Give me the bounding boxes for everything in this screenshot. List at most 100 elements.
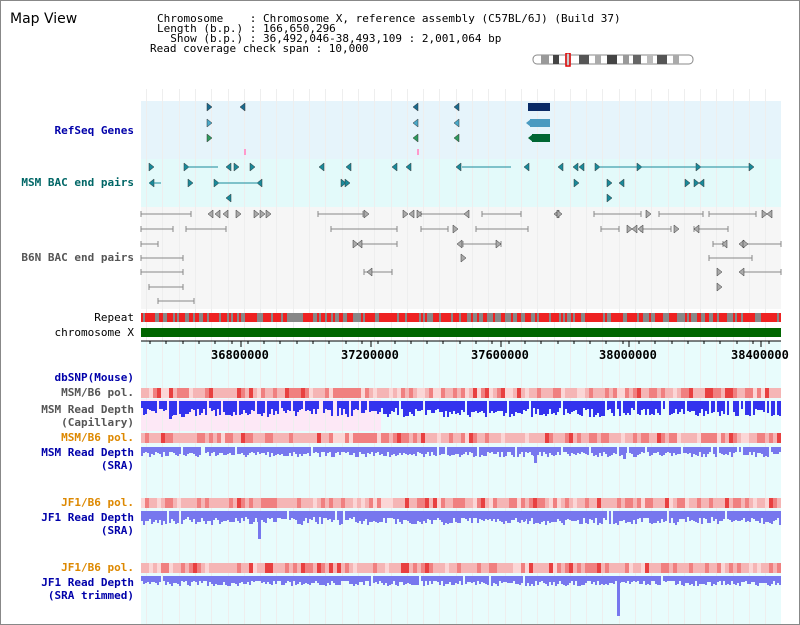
- pol-cell: [613, 388, 617, 398]
- repeat-element: [409, 313, 411, 322]
- repeat-element: [621, 313, 623, 322]
- depth-bar: [773, 401, 775, 415]
- pol-cell: [645, 498, 649, 508]
- pol-cell: [369, 498, 373, 508]
- depth-bar: [257, 576, 259, 581]
- pol-cell: [553, 563, 557, 573]
- track-label-jf1-depth-trimmed[interactable]: JF1 Read Depth: [41, 576, 134, 589]
- repeat-element: [699, 313, 701, 322]
- depth-bar: [639, 447, 641, 454]
- depth-bar: [447, 447, 449, 455]
- pol-cell: [341, 433, 345, 443]
- track-label-msm-depth-capillary[interactable]: MSM Read Depth: [41, 403, 134, 416]
- depth-bar: [525, 447, 527, 452]
- repeat-element: [189, 313, 191, 322]
- depth-bar: [271, 511, 273, 518]
- depth-bar: [763, 447, 765, 457]
- repeat-element: [545, 313, 547, 322]
- depth-bar: [559, 447, 561, 455]
- depth-bar: [223, 511, 225, 521]
- track-label-dbsnp[interactable]: dbSNP(Mouse): [54, 371, 134, 384]
- depth-bar: [643, 447, 645, 453]
- pol-cell: [765, 388, 769, 398]
- depth-bar: [533, 511, 535, 524]
- pol-cell: [449, 433, 453, 443]
- depth-bar: [487, 576, 489, 585]
- depth-bar: [337, 576, 339, 585]
- pol-cell: [469, 433, 473, 443]
- pol-cell: [353, 388, 357, 398]
- depth-bar: [587, 401, 589, 409]
- depth-bar: [535, 576, 537, 581]
- track-label-b6n-bac[interactable]: B6N BAC end pairs: [21, 251, 134, 264]
- depth-bar: [721, 447, 723, 454]
- bac-end-marker: [318, 162, 325, 172]
- depth-bar: [261, 511, 263, 520]
- repeat-element: [347, 313, 349, 322]
- depth-bar: [757, 511, 759, 521]
- repeat-element: [725, 313, 727, 322]
- depth-bar: [743, 447, 745, 455]
- depth-bar: [333, 511, 335, 520]
- depth-bar: [197, 576, 199, 585]
- depth-bar: [687, 447, 689, 454]
- depth-bar: [263, 576, 265, 582]
- track-label-refseq[interactable]: RefSeq Genes: [54, 124, 134, 137]
- repeat-element: [743, 313, 745, 322]
- pol-cell: [461, 498, 465, 508]
- track-label-msm-bac[interactable]: MSM BAC end pairs: [21, 176, 134, 189]
- depth-bar: [433, 576, 435, 581]
- depth-bar: [705, 401, 707, 411]
- depth-bar: [463, 447, 465, 454]
- track-label-msm-b6-pol-1[interactable]: MSM/B6 pol.: [61, 386, 134, 399]
- depth-bar: [431, 511, 433, 524]
- depth-bar: [171, 447, 173, 452]
- depth-bar: [413, 511, 415, 524]
- depth-bar: [309, 511, 311, 519]
- track-label-msm-b6-pol-2[interactable]: MSM/B6 pol.: [61, 431, 134, 444]
- track-label-jf1-b6-pol-1[interactable]: JF1/B6 pol.: [61, 496, 134, 509]
- depth-bar: [555, 576, 557, 586]
- grid-line: [195, 89, 196, 624]
- pol-cell: [269, 498, 273, 508]
- depth-bar: [627, 576, 629, 581]
- repeat-element: [705, 313, 707, 322]
- pol-cell: [429, 388, 433, 398]
- depth-bar: [363, 576, 365, 585]
- pol-cell: [733, 498, 737, 508]
- pol-cell: [241, 498, 245, 508]
- depth-bar: [227, 401, 229, 415]
- depth-bar: [469, 447, 471, 452]
- depth-bar: [411, 401, 413, 414]
- depth-bar: [527, 401, 529, 409]
- pol-cell: [273, 498, 277, 508]
- depth-bar: [667, 576, 669, 581]
- depth-bar: [543, 511, 545, 521]
- depth-bar: [483, 447, 485, 456]
- depth-bar: [411, 511, 413, 524]
- depth-bar: [627, 511, 629, 522]
- depth-bar: [181, 401, 183, 417]
- pol-cell: [573, 498, 577, 508]
- track-label-jf1-b6-pol-2[interactable]: JF1/B6 pol.: [61, 561, 134, 574]
- pol-cell: [189, 388, 193, 398]
- depth-bar: [419, 401, 421, 411]
- depth-bar: [773, 447, 775, 454]
- depth-bar: [771, 576, 773, 584]
- depth-bar: [349, 511, 351, 518]
- depth-bar: [485, 401, 487, 417]
- depth-bar: [747, 576, 749, 584]
- depth-bar: [765, 576, 767, 583]
- depth-bar: [263, 401, 265, 413]
- depth-bar: [347, 576, 349, 581]
- depth-bar: [277, 401, 279, 414]
- pol-cell: [337, 388, 341, 398]
- repeat-element: [585, 313, 587, 322]
- chromosome-ideogram[interactable]: [529, 53, 699, 67]
- track-label-jf1-depth-sra[interactable]: JF1 Read Depth: [41, 511, 134, 524]
- pol-cell: [569, 563, 573, 573]
- depth-bar: [337, 447, 339, 452]
- depth-bar: [643, 511, 645, 518]
- track-label-msm-depth-sra[interactable]: MSM Read Depth: [41, 446, 134, 459]
